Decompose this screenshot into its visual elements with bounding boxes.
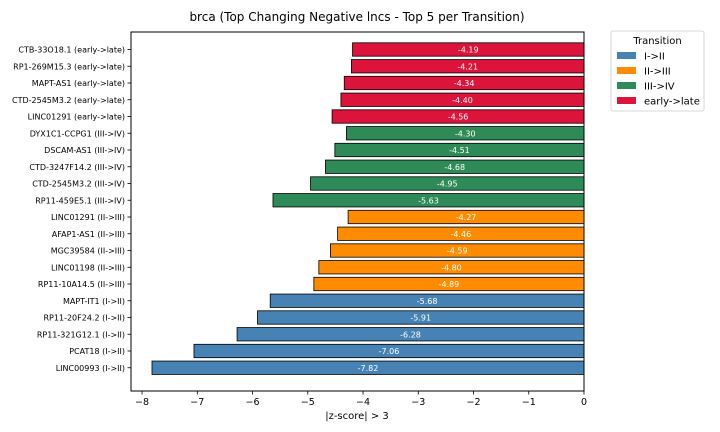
bar-value-label: -4.89 (439, 280, 460, 289)
legend-box (610, 30, 705, 112)
y-tick-label: RP11-459E5.1 (III->IV) (35, 196, 125, 205)
bar-value-label: -4.30 (455, 129, 476, 138)
legend-title: Transition (632, 36, 681, 47)
chart-title: brca (Top Changing Negative lncs - Top 5… (189, 10, 524, 24)
plot-area: -4.19 -4.21 -4.34 -4.40 -4.56 -4.30 -4.51 -4.68… (151, 42, 585, 375)
y-tick-label: LINC01291 (early->late) (28, 113, 125, 122)
y-tick-label: DYX1C1-CCPG1 (III->IV) (30, 129, 125, 138)
bar-value-label: -7.82 (358, 364, 379, 373)
legend-entry-label: II->III (644, 67, 671, 78)
bar-value-label: -4.21 (457, 62, 478, 71)
x-tick-label: 0 (581, 397, 587, 408)
x-tick-label: −6 (246, 397, 260, 408)
x-tick-label: −3 (411, 397, 425, 408)
y-tick-label: LINC00993 (I->II) (56, 364, 125, 373)
x-tick-label: −4 (356, 397, 370, 408)
x-tick-label: −8 (135, 397, 149, 408)
bar-value-label: -4.27 (456, 213, 477, 222)
bar-value-label: -4.80 (441, 263, 462, 272)
legend-swatch (617, 97, 636, 104)
bar-value-label: -4.19 (458, 46, 479, 55)
bar-value-label: -4.95 (437, 180, 458, 189)
y-tick-label: CTD-3247F14.2 (III->IV) (29, 163, 125, 172)
bar-value-label: -4.34 (454, 79, 475, 88)
x-tick-label: −5 (301, 397, 315, 408)
legend-entry-label: III->IV (644, 82, 675, 93)
y-tick-label: MAPT-IT1 (I->II) (63, 297, 125, 306)
bar-value-label: -5.63 (418, 196, 439, 205)
bar-value-label: -4.68 (444, 163, 465, 172)
bar-value-label: -4.46 (450, 230, 471, 239)
legend: Transition I->II II->III III->IV early->late (610, 30, 705, 112)
y-tick-label: PCAT18 (I->II) (69, 347, 125, 356)
bar-value-label: -6.28 (400, 330, 421, 339)
y-tick-label: AFAP1-AS1 (II->III) (52, 230, 125, 239)
y-tick-label: LINC01198 (II->III) (51, 263, 125, 272)
x-tick-label: −7 (190, 397, 204, 408)
bar-value-label: -4.40 (452, 96, 473, 105)
x-axis: −8 −7 −6 −5 −4 −3 −2 −1 0 (135, 391, 587, 408)
bar-value-label: -4.56 (448, 113, 469, 122)
bar-value-label: -4.59 (447, 247, 468, 256)
y-tick-label: LINC01291 (II->III) (51, 213, 125, 222)
legend-entry-label: early->late (644, 97, 700, 108)
bar-value-label: -5.68 (417, 297, 438, 306)
y-tick-label: RP11-10A14.5 (II->III) (38, 280, 125, 289)
y-tick-label: DSCAM-AS1 (III->IV) (44, 146, 125, 155)
legend-swatch (617, 52, 636, 59)
axes-frame (130, 31, 585, 392)
x-axis-label: |z-score| > 3 (325, 411, 389, 422)
bar-value-label: -7.06 (379, 347, 400, 356)
y-tick-label: RP1-269M15.3 (early->late) (13, 62, 125, 71)
y-tick-label: MAPT-AS1 (early->late) (32, 79, 125, 88)
bar-value-label: -4.51 (449, 146, 470, 155)
y-tick-label: RP11-321G12.1 (I->II) (37, 330, 125, 339)
legend-entry-label: I->II (644, 52, 665, 63)
y-tick-label: RP11-20F24.2 (I->II) (44, 314, 126, 323)
legend-swatch (617, 82, 636, 89)
y-tick-label: CTD-2545M3.2 (III->IV) (32, 180, 125, 189)
y-tick-label: CTB-33O18.1 (early->late) (18, 46, 125, 55)
x-tick-label: −2 (467, 397, 481, 408)
legend-swatch (617, 67, 636, 74)
y-tick-label: MGC39584 (II->III) (51, 247, 125, 256)
y-axis: CTB-33O18.1 (early->late) RP1-269M15.3 (e… (12, 46, 131, 373)
bar-value-label: -5.91 (410, 314, 431, 323)
x-tick-label: −1 (522, 397, 536, 408)
y-tick-label: CTD-2545M3.2 (early->late) (12, 96, 125, 105)
